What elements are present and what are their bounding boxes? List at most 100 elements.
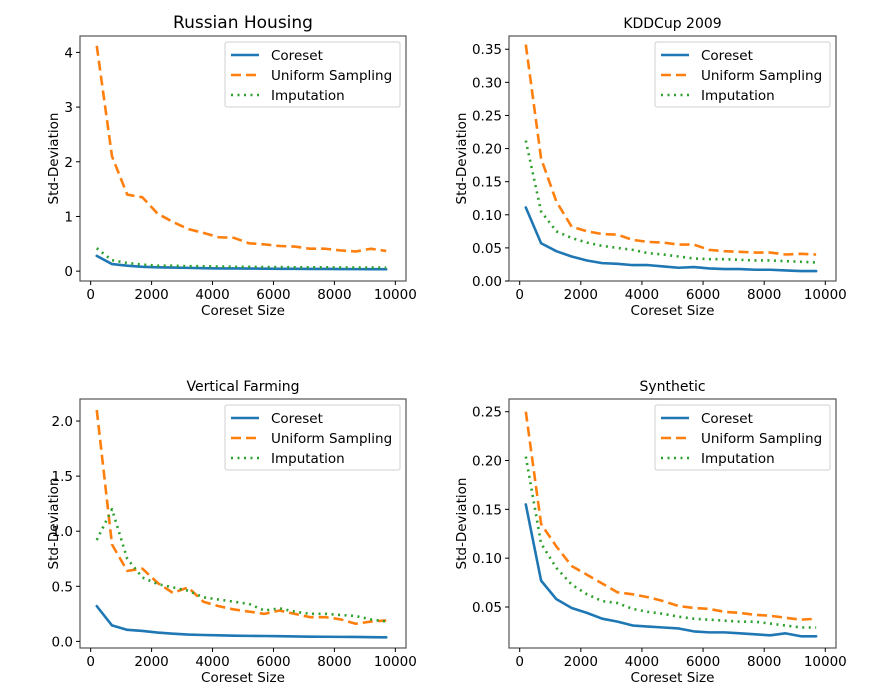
x-axis-label: Coreset Size (201, 303, 285, 319)
series-line-coreset (524, 503, 818, 638)
legend-label: Uniform Sampling (701, 431, 822, 447)
legend-label: Uniform Sampling (271, 68, 392, 84)
y-tick-label: 1.5 (52, 469, 73, 485)
legend: Coreset Uniform Sampling Imputation (224, 404, 401, 471)
series-group (524, 44, 818, 273)
x-tick-label: 6000 (686, 287, 720, 303)
series-line-uniform-sampling (524, 44, 817, 256)
series-line-uniform-sampling (95, 45, 387, 253)
chart-title: Russian Housing (173, 13, 313, 33)
x-tick-label: 6000 (686, 654, 720, 670)
x-tick-label: 4000 (625, 287, 659, 303)
legend-label: Imputation (701, 451, 775, 467)
y-tick-label: 0.5 (52, 579, 73, 595)
x-tick-label: 0 (515, 654, 524, 670)
x-tick-label: 8000 (747, 287, 781, 303)
y-tick-label: 0.20 (472, 142, 502, 158)
legend-box (654, 404, 831, 471)
y-tick-label: 0.10 (472, 208, 502, 224)
y-axis-label: Std-Deviation (454, 478, 470, 570)
y-tick-label: 0 (64, 264, 73, 280)
legend: Coreset Uniform Sampling Imputation (654, 404, 831, 471)
legend-box (224, 404, 401, 471)
y-tick-label: 0.30 (472, 75, 502, 91)
y-tick-label: 0.25 (472, 405, 502, 421)
legend-label: Imputation (271, 451, 345, 467)
chart-title: Vertical Farming (187, 379, 300, 395)
subplot-synthetic: Synthetic 0 2000 4000 6000 8000 10000 0.05 0.10 0… (454, 379, 847, 686)
series-line-imputation (524, 456, 817, 629)
y-tick-label: 3 (64, 100, 73, 116)
x-tick-label: 0 (515, 287, 524, 303)
legend-label: Coreset (701, 411, 753, 427)
chart-title: KDDCup 2009 (623, 16, 721, 32)
series-line-imputation (524, 140, 817, 264)
x-tick-label: 0 (86, 287, 95, 303)
y-axis-label: Std-Deviation (454, 113, 470, 205)
axes-frame (79, 35, 407, 282)
series-line-uniform-sampling (95, 409, 387, 626)
x-tick-label: 8000 (747, 654, 781, 670)
x-tick-label: 4000 (195, 287, 229, 303)
y-tick-label: 0.20 (472, 454, 502, 470)
x-tick-label: 10000 (374, 287, 417, 303)
x-tick-label: 4000 (625, 654, 659, 670)
series-line-uniform-sampling (524, 411, 817, 621)
y-tick-label: 2 (64, 155, 73, 171)
y-tick-label: 0.10 (472, 551, 502, 567)
series-line-coreset (95, 254, 388, 271)
y-tick-label: 1 (64, 209, 73, 225)
x-axis-label: Coreset Size (631, 303, 715, 319)
legend-label: Uniform Sampling (271, 431, 392, 447)
y-tick-label: 0.15 (472, 502, 502, 518)
subplot-kddcup-2009: KDDCup 2009 0 2000 4000 6000 8000 10000 0.00 0.0… (454, 16, 847, 319)
x-tick-label: 10000 (804, 287, 847, 303)
x-tick-label: 6000 (256, 287, 290, 303)
axes-frame (508, 35, 837, 282)
x-tick-label: 2000 (564, 287, 598, 303)
x-tick-label: 2000 (134, 287, 168, 303)
axes-frame (79, 398, 407, 649)
x-tick-label: 8000 (317, 654, 351, 670)
series-group (95, 409, 388, 639)
x-tick-label: 6000 (256, 654, 290, 670)
legend-label: Coreset (271, 48, 323, 64)
x-axis-label: Coreset Size (631, 670, 715, 686)
subplot-russian-housing: Russian Housing 0 2000 4000 6000 8000 10000 0 1 2… (46, 13, 417, 319)
series-group (95, 45, 388, 271)
legend-label: Imputation (271, 88, 345, 104)
legend-label: Coreset (701, 48, 753, 64)
y-tick-label: 2.0 (52, 414, 73, 430)
y-tick-label: 0.05 (472, 600, 502, 616)
y-tick-label: 4 (64, 45, 73, 61)
chart-title: Synthetic (639, 379, 705, 395)
y-tick-label: 0.00 (472, 274, 502, 290)
y-tick-label: 0.0 (52, 634, 73, 650)
y-tick-label: 0.15 (472, 175, 502, 191)
x-tick-label: 0 (86, 654, 95, 670)
y-axis-label: Std-Deviation (46, 478, 62, 570)
series-line-imputation (95, 507, 387, 623)
x-tick-label: 2000 (564, 654, 598, 670)
y-tick-label: 0.05 (472, 241, 502, 257)
legend-box (224, 41, 401, 108)
series-group (524, 411, 818, 638)
series-line-imputation (95, 247, 387, 269)
y-tick-label: 0.35 (472, 42, 502, 58)
legend-label: Imputation (701, 88, 775, 104)
series-line-coreset (524, 206, 818, 273)
x-axis-label: Coreset Size (201, 670, 285, 686)
y-tick-label: 1.0 (52, 524, 73, 540)
legend-label: Coreset (271, 411, 323, 427)
x-tick-label: 4000 (195, 654, 229, 670)
y-axis-label: Std-Deviation (46, 113, 62, 205)
subplot-vertical-farming: Vertical Farming 0 2000 4000 6000 8000 10000 0.… (46, 379, 417, 686)
y-tick-label: 0.25 (472, 108, 502, 124)
series-line-coreset (95, 604, 388, 639)
x-tick-label: 10000 (804, 654, 847, 670)
legend: Coreset Uniform Sampling Imputation (224, 41, 401, 108)
legend: Coreset Uniform Sampling Imputation (654, 41, 831, 108)
legend-box (654, 41, 831, 108)
x-tick-label: 10000 (374, 654, 417, 670)
